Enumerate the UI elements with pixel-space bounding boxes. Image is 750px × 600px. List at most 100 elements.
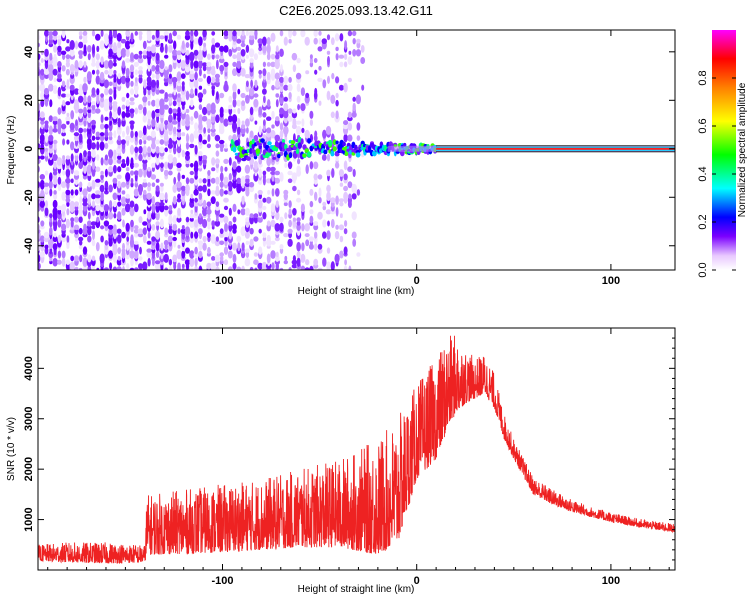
spectrogram-cell [343,61,348,68]
spectrogram-cell [151,202,156,213]
spectrogram-cell [52,116,58,122]
spectrogram-cell [228,48,233,57]
spectrogram-cell [74,59,79,69]
spectrogram-cell [314,87,318,96]
spectrogram-cell [185,108,190,114]
spectrogram-cell [117,135,121,142]
spectrogram-cell [57,208,62,215]
spectrogram-cell [95,194,101,199]
spectrogram-cell [100,235,104,243]
spectrogram-cell [70,141,75,151]
x-tick-label: 0 [414,575,420,587]
spectrogram-cell [258,125,262,136]
spectrogram-cell [122,130,125,138]
spectrogram-cell [82,196,88,204]
spectrogram-cell [91,142,96,150]
spectrogram-cell [103,33,109,42]
spectrogram-cell [99,184,105,193]
spectrogram-cell [39,225,45,230]
spectrogram-cell [236,59,242,69]
spectrogram-cell [107,224,114,230]
spectrogram-cell [125,99,130,107]
spectrogram-cell [120,162,127,169]
spectrogram-cell [262,174,266,180]
signal-cell [314,147,318,151]
spectrogram-cell [253,98,259,108]
spectrogram-cell [130,170,134,176]
spectrogram-cell [326,153,331,162]
spectrogram-cell [137,183,144,194]
spectrogram-cell [317,267,323,270]
spectrogram-cell [39,126,45,135]
spectrogram-cell [134,93,139,98]
spectrogram-cell [274,236,280,242]
spectrogram-cell [267,99,271,108]
spectrogram-cell [193,60,199,69]
spectrogram-cell [314,191,318,201]
spectrogram-cell [48,180,53,190]
spectrogram-cell [133,188,139,197]
spectrogram-cell [283,125,289,135]
spectrogram-cell [44,48,49,57]
spectrogram-cell [52,128,58,133]
signal-cell [255,148,261,155]
spectrogram-cell [309,209,314,215]
spectrogram-cell [347,181,353,189]
spectrogram-cell [335,110,339,120]
spectrogram-cell [151,34,155,40]
spectrogram-cell [296,221,301,226]
spectrogram-cell [198,265,203,270]
spectrogram-cell [202,88,207,95]
spectrogram-cell [112,227,118,235]
spectrogram-cell [194,257,198,267]
spectrogram-cell [244,231,250,239]
spectrogram-cell [52,243,58,251]
spectrogram-cell [83,61,87,68]
spectrogram-cell [146,192,152,200]
spectrogram-cell [338,224,345,231]
signal-cell [326,145,330,151]
spectrogram-cell [177,244,181,249]
spectrogram-cell [122,266,125,270]
spectrogram-cell [167,93,173,98]
spectrogram-cell [143,139,147,145]
spectrogram-cell [356,122,361,131]
spectrogram-cell [66,120,70,125]
spectrogram-cell [219,252,224,257]
spectrogram-cell [78,133,83,144]
spectrogram-cell [207,134,211,143]
signal-cell [334,152,340,157]
spectrogram-cell [65,189,71,196]
spectrogram-cell [105,127,108,134]
spectrogram-cell [52,139,58,145]
spectrogram-cell [172,108,178,114]
spectrogram-cell [99,132,105,137]
x-tick-label: -100 [211,575,233,587]
spectrogram-cell [117,256,121,261]
spectrogram-cell [228,230,232,240]
spectrogram-cell [43,87,50,96]
spectrogram-cell [202,155,208,160]
spectrogram-cell [49,216,53,223]
spectrogram-cell [219,240,225,246]
spectrogram-cell [266,156,272,167]
spectrogram-cell [103,204,110,212]
spectrogram-cell [134,249,139,260]
spectrogram-cell [292,30,297,37]
spectrogram-cell [224,166,228,172]
spectrogram-cell [232,203,237,213]
spectrogram-cell [61,204,67,212]
spectrogram-cell [279,222,284,232]
spectrogram-cell [112,177,118,184]
spectrogram-cell [117,41,122,49]
spectrogram-cell [61,93,67,98]
spectrogram-cell [211,256,216,261]
spectrogram-cell [343,133,348,143]
spectrogram-cell [100,178,104,184]
spectrogram-cell [70,153,74,162]
signal-cell [277,153,281,159]
spectrogram-cell [313,173,318,181]
spectrogram-cell [130,157,134,166]
spectrogram-cell [138,256,143,261]
spectrogram-cell [142,40,147,50]
